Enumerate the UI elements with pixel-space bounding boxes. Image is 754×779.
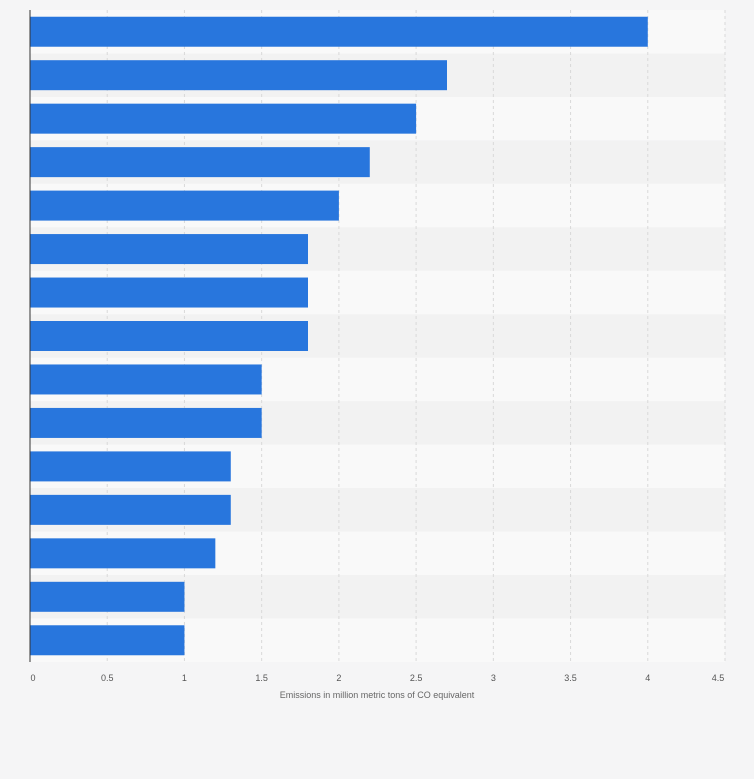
bar[interactable] bbox=[30, 494, 231, 525]
x-tick-label: 3.5 bbox=[564, 673, 577, 683]
bar[interactable] bbox=[30, 581, 185, 612]
bar[interactable] bbox=[30, 190, 339, 221]
x-tick-label: 4.5 bbox=[712, 673, 725, 683]
bar[interactable] bbox=[30, 625, 185, 656]
x-tick-labels: 0 0.5 1 1.5 2 2.5 3 3.5 4 4.5 bbox=[30, 673, 724, 683]
bar[interactable] bbox=[30, 277, 308, 308]
x-tick-label: 0 bbox=[30, 673, 35, 683]
bar[interactable] bbox=[30, 407, 262, 438]
x-tick-label: 0.5 bbox=[101, 673, 114, 683]
bar[interactable] bbox=[30, 103, 417, 134]
bar[interactable] bbox=[30, 16, 648, 47]
bar[interactable] bbox=[30, 321, 308, 351]
x-tick-label: 2 bbox=[336, 673, 341, 683]
bar[interactable] bbox=[30, 451, 231, 482]
x-tick-label: 1 bbox=[182, 673, 187, 683]
x-axis-title: Emissions in million metric tons of CO e… bbox=[280, 690, 475, 700]
x-tick-label: 3 bbox=[491, 673, 496, 683]
x-tick-label: 2.5 bbox=[410, 673, 423, 683]
bar[interactable] bbox=[30, 538, 216, 569]
bars bbox=[30, 16, 648, 656]
bar[interactable] bbox=[30, 147, 370, 178]
x-tick-label: 4 bbox=[645, 673, 650, 683]
bar[interactable] bbox=[30, 364, 262, 395]
bar[interactable] bbox=[30, 234, 308, 265]
bar[interactable] bbox=[30, 60, 447, 91]
x-tick-label: 1.5 bbox=[255, 673, 268, 683]
